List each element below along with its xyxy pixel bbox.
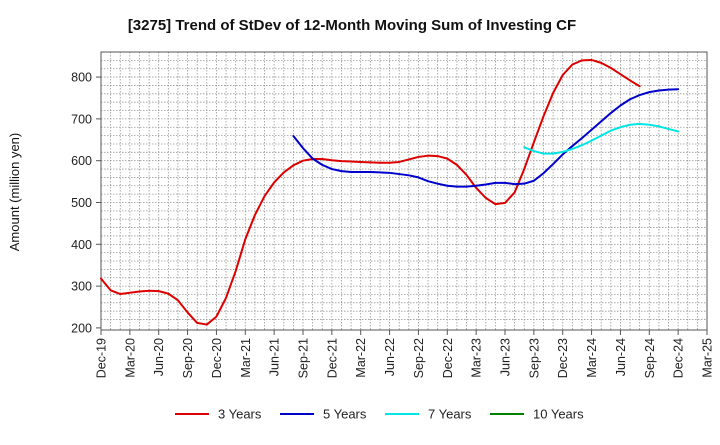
x-tick-label: Dec-21 xyxy=(325,338,339,378)
x-tick-label: Dec-24 xyxy=(672,338,686,378)
x-tick-label: Sep-20 xyxy=(181,338,195,378)
legend-label: 3 Years xyxy=(218,407,262,422)
y-tick-label: 500 xyxy=(71,196,92,210)
x-tick-label: Mar-23 xyxy=(470,338,484,378)
series-line xyxy=(292,88,680,188)
x-tick-label: Mar-20 xyxy=(123,338,137,378)
x-tick-label: Sep-23 xyxy=(527,338,541,378)
y-tick-label: 400 xyxy=(71,238,92,252)
legend: 3 Years 5 Years 7 Years 10 Years xyxy=(175,407,584,422)
x-tick-label: Jun-24 xyxy=(614,338,628,376)
chart-title: [3275] Trend of StDev of 12-Month Moving… xyxy=(128,17,576,34)
x-tick-label: Dec-23 xyxy=(556,338,570,378)
series-lines xyxy=(100,58,680,326)
plot-area xyxy=(101,52,707,330)
x-tick-label: Jun-20 xyxy=(152,338,166,376)
x-tick-label: Sep-24 xyxy=(643,338,657,378)
y-tick-label: 200 xyxy=(71,321,92,335)
plot-frame xyxy=(100,51,708,331)
legend-label: 5 Years xyxy=(323,407,367,422)
x-tick-label: Mar-22 xyxy=(354,338,368,378)
y-axis-label: Amount (million yen) xyxy=(7,133,22,252)
grid xyxy=(100,51,708,331)
series-line xyxy=(100,58,641,326)
y-tick-label: 600 xyxy=(71,154,92,168)
axes: 200 300 400 500 600 700 800 Dec-19 Mar-20 Jun-20 S… xyxy=(71,71,714,379)
x-tick-label: Jun-22 xyxy=(383,338,397,376)
legend-label: 7 Years xyxy=(428,407,472,422)
x-tick-label: Sep-22 xyxy=(412,338,426,378)
x-tick-label: Mar-21 xyxy=(239,338,253,378)
y-tick-label: 300 xyxy=(71,280,92,294)
legend-label: 10 Years xyxy=(533,407,584,422)
y-tick-label: 700 xyxy=(71,112,92,126)
x-tick-label: Dec-19 xyxy=(95,338,109,378)
x-tick-label: Dec-22 xyxy=(441,338,455,378)
x-tick-label: Jun-23 xyxy=(499,338,513,376)
x-tick-label: Mar-24 xyxy=(585,338,599,378)
x-tick-label: Jun-21 xyxy=(268,338,282,376)
x-tick-label: Dec-20 xyxy=(210,338,224,378)
x-tick-label: Mar-25 xyxy=(701,338,715,378)
x-tick-label: Sep-21 xyxy=(297,338,311,378)
y-tick-label: 800 xyxy=(71,71,92,85)
series-line xyxy=(523,122,680,155)
